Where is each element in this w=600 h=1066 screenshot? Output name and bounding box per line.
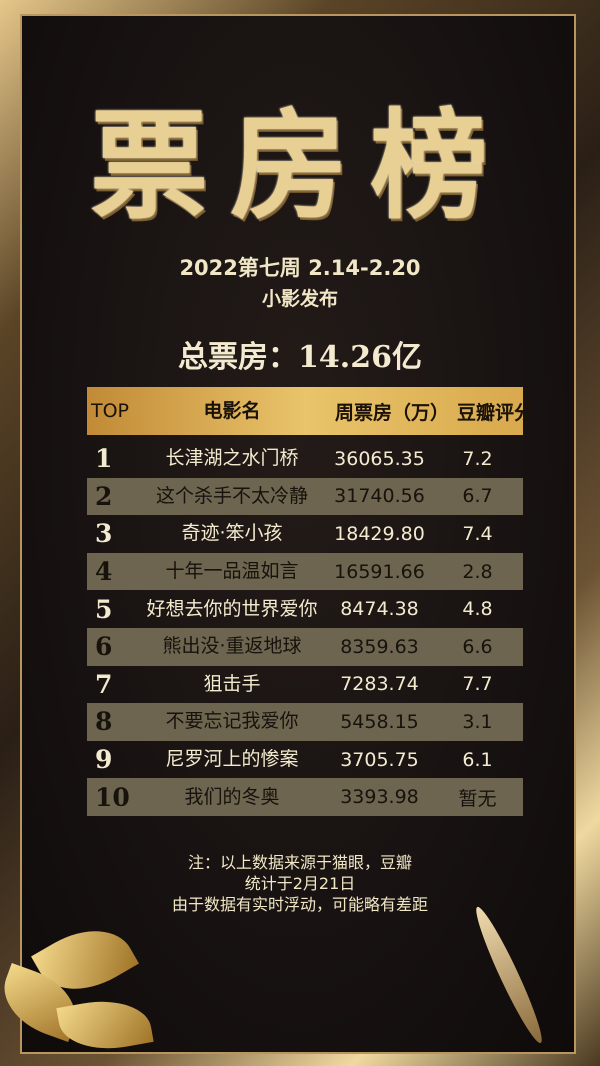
movie-name: 不要忘记我爱你 <box>165 710 299 733</box>
footnote: 注：以上数据来源于猫眼，豆瓣 统计于2月21日 由于数据有实时浮动，可能略有差距 <box>0 852 600 915</box>
rank-number: 5 <box>95 594 113 624</box>
movie-name: 好想去你的世界爱你 <box>146 597 318 620</box>
weekly-box-office: 18429.80 <box>334 522 425 545</box>
poster-title: 票房榜 <box>89 96 510 235</box>
publisher: 小影发布 <box>261 288 338 310</box>
douban-score: 6.7 <box>462 485 493 508</box>
rank-number: 3 <box>95 519 113 549</box>
weekly-box-office: 8359.63 <box>340 635 419 658</box>
douban-score: 7.7 <box>462 673 493 696</box>
movie-name: 十年一品温如言 <box>165 560 299 583</box>
movie-name: 尼罗河上的惨案 <box>165 748 299 771</box>
table-row: 9 尼罗河上的惨案 3705.75 6.1 <box>87 741 523 779</box>
douban-score: 7.2 <box>462 447 493 470</box>
movie-name: 熊出没·重返地球 <box>162 635 302 658</box>
box-office-table: TOP 电影名 周票房（万） 豆瓣评分 1 长津湖之水门桥 36065.35 7.2 2… <box>87 387 534 816</box>
rank-number: 10 <box>95 782 130 812</box>
douban-score: 4.8 <box>462 598 493 621</box>
table-row: 2 这个杀手不太冷静 31740.56 6.7 <box>87 477 523 516</box>
header-top: TOP <box>91 400 130 422</box>
weekly-box-office: 31740.56 <box>334 485 425 508</box>
weekly-box-office: 7283.74 <box>340 673 419 696</box>
movie-name: 狙击手 <box>203 672 261 695</box>
douban-score: 3.1 <box>462 710 493 733</box>
weekly-box-office: 5458.15 <box>340 710 419 733</box>
note-line: 统计于2月21日 <box>244 874 356 893</box>
table-row: 1 长津湖之水门桥 36065.35 7.2 <box>87 440 523 478</box>
table-row: 4 十年一品温如言 16591.66 2.8 <box>87 552 523 591</box>
table-row: 3 奇迹·笨小孩 18429.80 7.4 <box>87 515 523 553</box>
table-row: 6 熊出没·重返地球 8359.63 6.6 <box>87 627 523 666</box>
douban-score: 6.1 <box>462 748 493 771</box>
rank-number: 7 <box>95 669 113 699</box>
header-douban-score: 豆瓣评分 <box>457 401 534 424</box>
table-row: 10 我们的冬奥 3393.98 暂无 <box>87 778 523 816</box>
week-period: 2022第七周 2.14-2.20 <box>179 256 421 280</box>
header-movie-name: 电影名 <box>203 399 261 422</box>
douban-score: 6.6 <box>462 635 493 658</box>
table-header: TOP 电影名 周票房（万） 豆瓣评分 <box>87 387 534 435</box>
rank-number: 4 <box>95 557 113 587</box>
douban-score: 7.4 <box>462 522 493 545</box>
weekly-box-office: 16591.66 <box>334 560 425 583</box>
rank-number: 2 <box>95 481 113 511</box>
rank-number: 1 <box>95 444 113 474</box>
table-row: 8 不要忘记我爱你 5458.15 3.1 <box>87 703 523 741</box>
note-line: 注：以上数据来源于猫眼，豆瓣 <box>187 853 412 872</box>
movie-name: 这个杀手不太冷静 <box>155 484 308 507</box>
note-line: 由于数据有实时浮动，可能略有差距 <box>171 895 428 914</box>
poster-background <box>20 14 576 1054</box>
header-weekly-box: 周票房（万） <box>334 401 449 424</box>
weekly-box-office: 8474.38 <box>340 598 419 621</box>
movie-name: 我们的冬奥 <box>184 785 280 808</box>
weekly-box-office: 3393.98 <box>340 786 419 809</box>
movie-name: 长津湖之水门桥 <box>165 447 299 470</box>
weekly-box-office: 3705.75 <box>340 748 419 771</box>
table-row: 7 狙击手 7283.74 7.7 <box>87 666 523 704</box>
douban-score: 暂无 <box>458 787 497 810</box>
weekly-box-office: 36065.35 <box>334 447 425 470</box>
movie-name: 奇迹·笨小孩 <box>181 522 283 545</box>
rank-number: 9 <box>95 745 113 775</box>
rank-number: 8 <box>95 707 113 737</box>
table-row: 5 好想去你的世界爱你 8474.38 4.8 <box>87 590 523 628</box>
rank-number: 6 <box>95 632 113 662</box>
total-box-office: 总票房：14.26亿 <box>178 340 422 375</box>
douban-score: 2.8 <box>462 560 493 583</box>
